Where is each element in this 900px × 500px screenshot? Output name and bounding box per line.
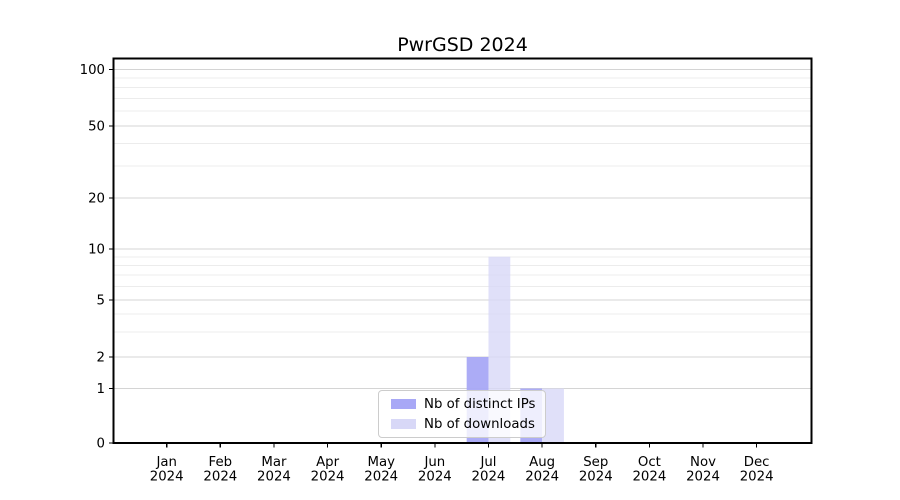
- gridlines: [113, 69, 812, 389]
- chart-title: PwrGSD 2024: [397, 34, 528, 56]
- x-tick-label: May 2024: [364, 455, 398, 485]
- legend-swatch-distinct-ips: [391, 399, 416, 409]
- y-tick-label: 20: [88, 192, 105, 207]
- x-tick-label: Dec 2024: [740, 455, 774, 485]
- bar-nb-of-downloads-aug: [542, 388, 564, 443]
- x-tick-label: Apr 2024: [311, 455, 345, 485]
- x-tick-label: Jun 2024: [418, 455, 452, 485]
- x-tick-label: Jul 2024: [472, 455, 506, 485]
- x-tick-label: Aug 2024: [525, 455, 559, 485]
- y-tick-label: 0: [97, 437, 105, 452]
- x-tick-label: Nov 2024: [686, 455, 720, 485]
- legend-label-downloads: Nb of downloads: [424, 416, 535, 432]
- legend: Nb of distinct IPs Nb of downloads: [378, 390, 547, 438]
- legend-label-distinct-ips: Nb of distinct IPs: [424, 396, 536, 412]
- legend-item-downloads: Nb of downloads: [391, 414, 535, 434]
- plot-border: [112, 57, 813, 444]
- x-tick-label: Sep 2024: [579, 455, 613, 485]
- legend-swatch-downloads: [391, 419, 416, 429]
- axis-tick-labels: 0 1 2 5 10 20 50 100 Jan 2024 Feb 2024 Mar 2024 Apr 202…: [80, 63, 774, 485]
- x-tick-label: Oct 2024: [632, 455, 666, 485]
- y-tick-label: 10: [88, 243, 105, 258]
- x-tick-label: Jan 2024: [150, 455, 184, 485]
- y-tick-label: 50: [88, 120, 105, 135]
- y-tick-label: 1: [97, 382, 105, 397]
- legend-item-distinct-ips: Nb of distinct IPs: [391, 394, 535, 414]
- x-tick-label: Mar 2024: [257, 455, 291, 485]
- y-tick-label: 100: [80, 63, 105, 78]
- y-tick-label: 5: [97, 294, 105, 309]
- x-tick-label: Feb 2024: [203, 455, 237, 485]
- axes: [109, 57, 813, 448]
- y-tick-label: 2: [97, 351, 105, 366]
